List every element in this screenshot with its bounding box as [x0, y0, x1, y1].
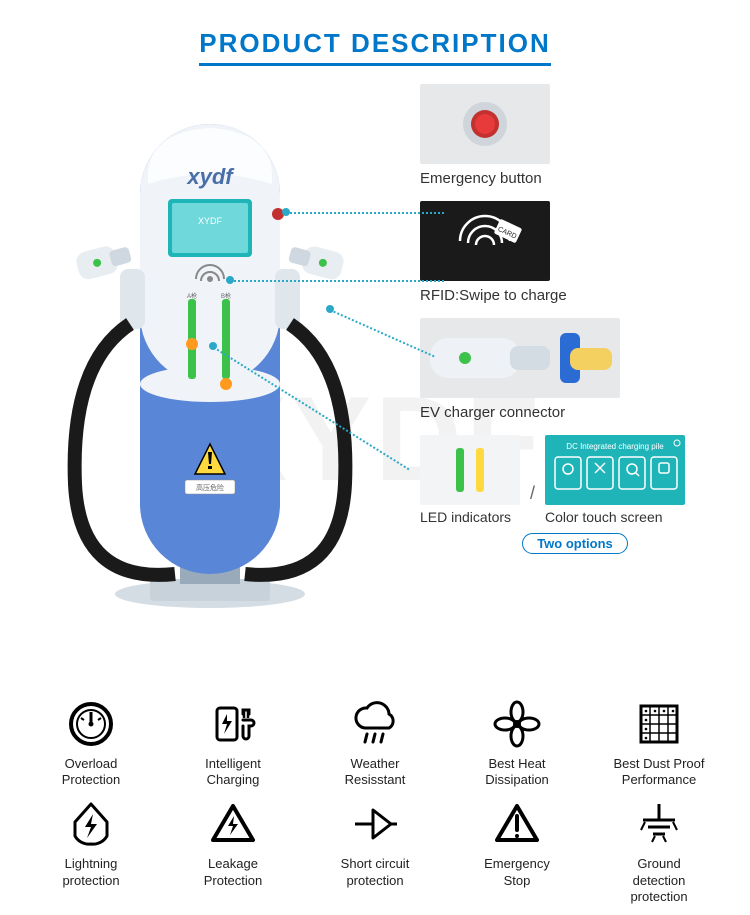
thumb-emergency — [420, 84, 550, 164]
callout-options: LED indicators / DC Integrated charging … — [420, 435, 730, 525]
feature-label: Best HeatDissipation — [450, 756, 584, 789]
svg-text:DC Integrated charging pile: DC Integrated charging pile — [566, 442, 664, 451]
feature-label: EmergencyStop — [450, 856, 584, 889]
label-touch: Color touch screen — [545, 509, 685, 525]
ground-icon — [592, 796, 726, 852]
callout-emergency: Emergency button — [420, 84, 730, 187]
feature-label: Lightningprotection — [24, 856, 158, 889]
feature-estop: EmergencyStop — [450, 796, 584, 905]
product-illustration: xydf XYDF A枪 B枪 高压危险 — [20, 84, 400, 624]
dust-icon — [592, 696, 726, 752]
feature-label: LeakageProtection — [166, 856, 300, 889]
feature-leakage: LeakageProtection — [166, 796, 300, 905]
feature-label: Best Dust ProofPerformance — [592, 756, 726, 789]
callout-rfid: CARD RFID:Swipe to charge — [420, 201, 730, 304]
leakage-icon — [166, 796, 300, 852]
feature-label: WeatherResisstant — [308, 756, 442, 789]
svg-text:A枪: A枪 — [187, 292, 197, 300]
label-rfid: RFID:Swipe to charge — [420, 287, 730, 304]
feature-weather: WeatherResisstant — [308, 696, 442, 789]
svg-text:高压危险: 高压危险 — [196, 483, 224, 492]
feature-short: Short circuitprotection — [308, 796, 442, 905]
callouts: Emergency button CARD RFID:Swipe to char… — [400, 84, 730, 624]
thumb-led — [420, 435, 520, 505]
feature-intelligent: IntelligentCharging — [166, 696, 300, 789]
svg-text:xydf: xydf — [186, 164, 235, 189]
two-options-badge: Two options — [522, 533, 628, 554]
page-title: PRODUCT DESCRIPTION — [199, 28, 550, 66]
short-icon — [308, 796, 442, 852]
svg-text:XYDF: XYDF — [198, 216, 223, 226]
feature-label: Grounddetectionprotection — [592, 856, 726, 905]
feature-overload: OverloadProtection — [24, 696, 158, 789]
feature-label: OverloadProtection — [24, 756, 158, 789]
svg-text:B枪: B枪 — [221, 292, 231, 300]
feature-ground: Grounddetectionprotection — [592, 796, 726, 905]
lightning-icon — [24, 796, 158, 852]
page-title-wrap: PRODUCT DESCRIPTION — [0, 0, 750, 74]
features-section: OverloadProtectionIntelligentChargingWea… — [0, 688, 750, 905]
intelligent-icon — [166, 696, 300, 752]
thumb-touch: DC Integrated charging pile — [545, 435, 685, 505]
weather-icon — [308, 696, 442, 752]
overload-icon — [24, 696, 158, 752]
feature-heat: Best HeatDissipation — [450, 696, 584, 789]
heat-icon — [450, 696, 584, 752]
label-led: LED indicators — [420, 509, 520, 525]
feature-label: IntelligentCharging — [166, 756, 300, 789]
feature-label: Short circuitprotection — [308, 856, 442, 889]
feature-dust: Best Dust ProofPerformance — [592, 696, 726, 789]
estop-icon — [450, 796, 584, 852]
thumb-connector — [420, 318, 620, 398]
feature-lightning: Lightningprotection — [24, 796, 158, 905]
label-emergency: Emergency button — [420, 170, 730, 187]
